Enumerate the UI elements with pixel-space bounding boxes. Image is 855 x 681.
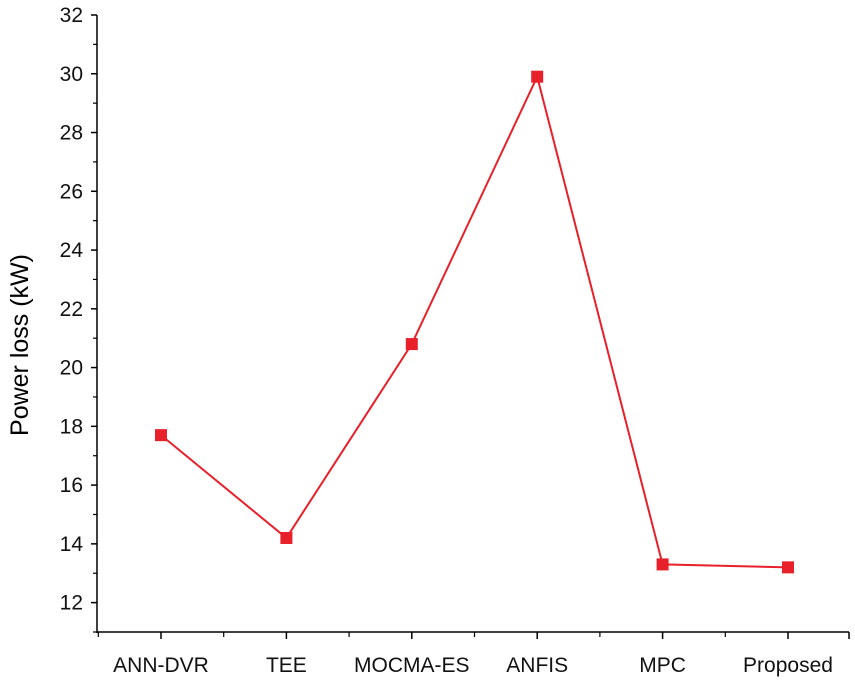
series-layer [155,70,794,574]
x-tick-label: MPC [639,654,686,677]
y-tick-label: 28 [60,122,83,145]
x-tick-label: TEE [266,654,307,677]
y-tick-label: 24 [60,239,84,262]
y-tick-label: 32 [60,4,83,27]
y-tick-label: 18 [60,415,83,438]
y-tick-label: 26 [60,180,83,203]
axes: 12 14 16 18 20 22 24 26 28 30 32 ANN-DVR TEE MOCMA-ES… [60,4,850,677]
x-tick-label: ANN-DVR [113,654,209,677]
data-point [656,558,669,571]
data-point [280,531,293,544]
y-tick-label: 14 [60,533,84,556]
x-tick-label: MOCMA-ES [354,654,470,677]
x-tick-label: ANFIS [506,654,568,677]
data-point [405,338,418,351]
y-tick-label: 12 [60,592,83,615]
y-tick-label: 22 [60,298,83,321]
data-point [782,561,794,574]
y-tick-label: 30 [60,63,83,86]
y-axis-title: Power loss (kW) [6,254,34,436]
y-tick-label: 16 [60,474,83,497]
series-line [160,73,789,569]
y-tick-label: 20 [60,357,83,380]
data-point [531,70,544,83]
data-point [155,429,167,442]
x-tick-label: Proposed [743,654,833,677]
